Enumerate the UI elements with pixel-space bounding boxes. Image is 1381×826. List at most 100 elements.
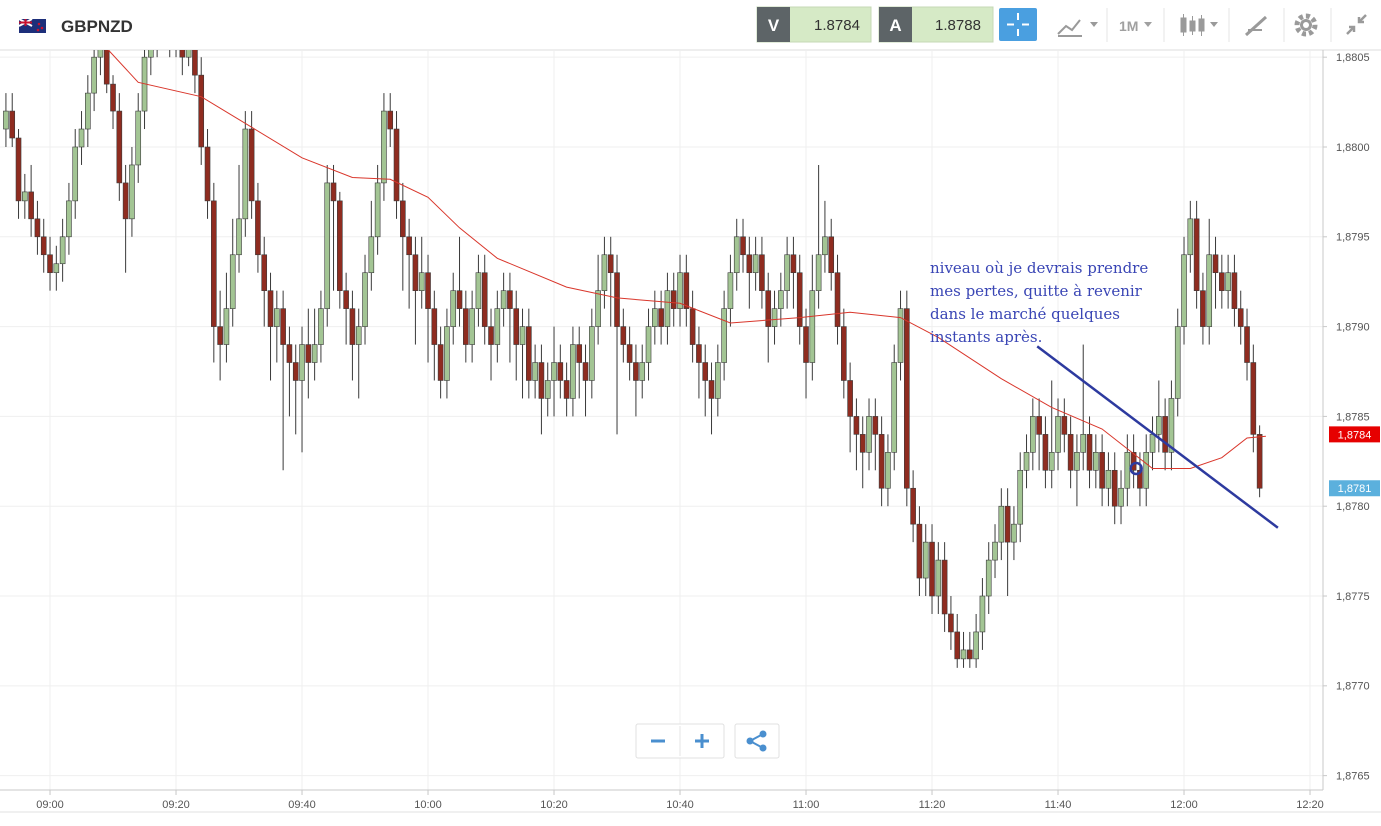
- candle-body: [103, 50, 110, 85]
- candle-body: [148, 50, 154, 58]
- crosshair-button[interactable]: [999, 8, 1037, 41]
- y-tick-label: 1,8790: [1336, 322, 1370, 334]
- candle-body: [960, 649, 967, 660]
- candle-body: [198, 74, 205, 148]
- candle-body: [576, 344, 583, 363]
- candle-body: [935, 559, 942, 597]
- candle-body: [9, 110, 16, 139]
- candle-body: [204, 146, 211, 202]
- trendline: [1036, 345, 1279, 529]
- candle-body: [217, 326, 223, 345]
- candle-body: [847, 380, 853, 417]
- candle-body: [469, 308, 475, 345]
- candle-body: [1200, 290, 1206, 327]
- candle-body: [475, 272, 482, 309]
- candles-button[interactable]: [1180, 14, 1218, 36]
- candle-body: [1162, 416, 1168, 453]
- candle-body: [652, 308, 658, 327]
- candle-body: [689, 308, 696, 345]
- candle-body: [1137, 469, 1143, 489]
- candle-body: [261, 254, 268, 291]
- candle-body: [387, 110, 394, 130]
- candle-body: [878, 434, 885, 489]
- candle-body: [412, 254, 419, 291]
- candle-body: [1105, 469, 1112, 489]
- candle-body: [229, 254, 236, 309]
- candle-body: [979, 595, 986, 633]
- candle-body: [116, 110, 123, 184]
- candle-body: [1080, 434, 1087, 453]
- candle-body: [97, 50, 104, 58]
- x-tick-label: 09:00: [36, 799, 64, 811]
- candle-body: [941, 559, 948, 615]
- candle-body: [236, 218, 242, 256]
- candle-body: [922, 541, 929, 579]
- x-tick-label: 10:00: [414, 799, 442, 811]
- moving-average: [107, 50, 1266, 469]
- candle-body: [129, 164, 135, 220]
- candle-body: [28, 191, 34, 220]
- candle-body: [324, 182, 331, 309]
- candle-body: [78, 128, 85, 148]
- zoom-in-button[interactable]: [695, 734, 709, 748]
- candle-body: [488, 326, 494, 345]
- candle-body: [185, 50, 192, 58]
- zoom-controls: [635, 723, 780, 759]
- candle-body: [1206, 254, 1213, 327]
- candle-body: [727, 272, 734, 309]
- x-tick-label: 09:20: [162, 799, 190, 811]
- flag-icon: [18, 18, 46, 33]
- candle-body: [784, 254, 790, 291]
- timeframe-button[interactable]: 1M: [1119, 18, 1152, 34]
- candle-body: [305, 344, 312, 363]
- annotation-line: mes pertes, quitte à revenir: [930, 282, 1143, 300]
- candle-body: [450, 290, 457, 327]
- candle-body: [639, 362, 646, 381]
- candle-body: [544, 380, 551, 399]
- candle-body: [702, 362, 709, 381]
- candle-body: [614, 272, 620, 327]
- candle-body: [897, 308, 904, 363]
- candle-body: [40, 236, 47, 256]
- price-label-box: [1329, 480, 1380, 497]
- candle-body: [803, 326, 809, 363]
- candle-body: [1124, 452, 1131, 489]
- candle-body: [444, 326, 450, 381]
- candle-body: [985, 559, 992, 597]
- candle-body: [733, 236, 740, 274]
- draw-button[interactable]: [1244, 15, 1268, 37]
- share-button[interactable]: [734, 723, 780, 759]
- candle-body: [456, 290, 463, 309]
- candle-body: [500, 290, 507, 309]
- chart-type-button[interactable]: [1057, 19, 1098, 37]
- candle-body: [708, 380, 715, 399]
- candle-body: [1156, 416, 1162, 435]
- candle-body: [967, 649, 973, 660]
- candle-body: [280, 308, 286, 345]
- candle-body: [1067, 434, 1074, 471]
- bid-tag: [757, 7, 790, 42]
- settings-button[interactable]: [1294, 13, 1318, 37]
- candle-body: [1074, 452, 1080, 471]
- candle-body: [1143, 452, 1150, 489]
- bid-box[interactable]: V 1.8784: [756, 6, 872, 43]
- candle-body: [1244, 326, 1250, 363]
- y-tick-label: 1,8780: [1336, 501, 1370, 513]
- candle-body: [872, 416, 879, 435]
- candle-body: [633, 362, 639, 381]
- candle-body: [343, 290, 349, 309]
- candle-body: [1168, 398, 1175, 453]
- candle-body: [601, 254, 608, 291]
- candle-body: [853, 416, 860, 435]
- header-bg: [0, 0, 1381, 50]
- candle-body: [1225, 272, 1231, 291]
- ask-box[interactable]: A 1.8788: [878, 6, 994, 43]
- candle-body: [759, 254, 765, 291]
- candle-body: [1174, 326, 1181, 399]
- price-label: 1,8784: [1338, 429, 1372, 441]
- candle-body: [859, 434, 866, 453]
- candle-body: [248, 128, 255, 202]
- candle-body: [828, 236, 835, 274]
- candle-body: [1250, 362, 1257, 435]
- collapse-button[interactable]: [1346, 14, 1367, 35]
